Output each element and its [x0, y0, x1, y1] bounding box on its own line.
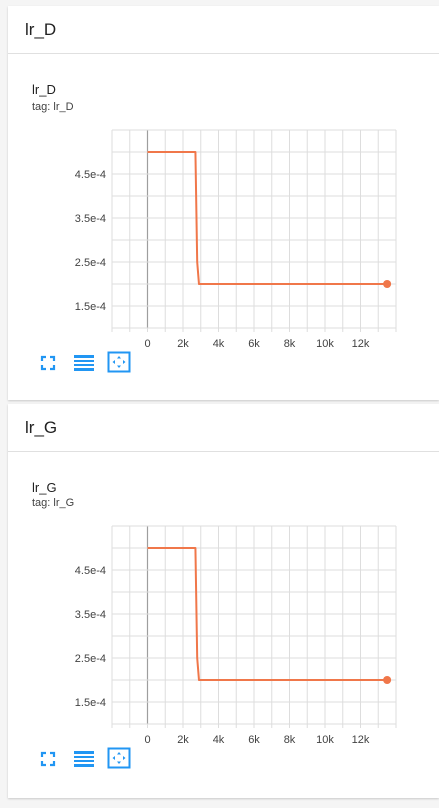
x-tick-label: 12k — [352, 734, 370, 746]
x-tick-label: 2k — [177, 338, 189, 350]
y-tick-label: 3.5e-4 — [75, 609, 106, 621]
toggle-y-axis-log-icon — [74, 355, 94, 371]
x-tick-label: 8k — [284, 338, 296, 350]
x-tick-label: 6k — [248, 734, 260, 746]
line-chart[interactable]: 4.5e-4 3.5e-4 2.5e-4 1.5e-4 0 2k 4k 6k 8k 10k 12k — [8, 518, 439, 748]
panel-header[interactable]: lr_D — [8, 6, 439, 54]
y-tick-label: 2.5e-4 — [75, 257, 106, 269]
toggle-y-axis-log-icon — [74, 751, 94, 767]
x-tick-label: 4k — [213, 338, 225, 350]
fit-domain-button[interactable] — [107, 747, 131, 769]
fullscreen-icon — [40, 751, 56, 767]
x-tick-label: 2k — [177, 734, 189, 746]
x-tick-label: 8k — [284, 734, 296, 746]
card-tag: tag: lr_D — [32, 101, 74, 113]
y-tick-label: 4.5e-4 — [75, 565, 106, 577]
y-tick-label: 1.5e-4 — [75, 697, 106, 709]
y-tick-label: 2.5e-4 — [75, 653, 106, 665]
card-title: lr_D — [32, 82, 56, 97]
fullscreen-button[interactable] — [36, 352, 60, 374]
series-line — [147, 547, 388, 681]
x-tick-label: 12k — [352, 338, 370, 350]
x-tick-label: 6k — [248, 338, 260, 350]
series-end-point — [383, 676, 392, 684]
y-tick-label: 3.5e-4 — [75, 213, 106, 225]
panel-lr-g: lr_G lr_G tag: lr_G 4.5e-4 3.5e-4 2.5e-4 1.… — [8, 404, 439, 798]
fit-domain-button[interactable] — [107, 351, 131, 373]
series-end-point — [383, 280, 392, 288]
x-tick-label: 10k — [316, 734, 334, 746]
toggle-y-axis-log-button[interactable] — [72, 352, 96, 374]
fullscreen-icon — [40, 355, 56, 371]
panel-header[interactable]: lr_G — [8, 404, 439, 452]
y-tick-label: 1.5e-4 — [75, 301, 106, 313]
toggle-y-axis-log-button[interactable] — [72, 748, 96, 770]
x-tick-label: 0 — [144, 338, 150, 350]
x-tick-label: 10k — [316, 338, 334, 350]
y-tick-label: 4.5e-4 — [75, 169, 106, 181]
x-tick-label: 0 — [144, 734, 150, 746]
line-chart[interactable]: 4.5e-4 3.5e-4 2.5e-4 1.5e-4 0 2k 4k 6k 8k 10k 12k — [8, 122, 439, 352]
panel-header-title: lr_D — [25, 19, 57, 39]
panel-header-title: lr_G — [25, 417, 58, 437]
card-tag: tag: lr_G — [32, 497, 75, 509]
fit-domain-icon — [107, 747, 131, 769]
panel-lr-d: lr_D lr_D tag: lr_D 4.5e-4 3.5e-4 2.5e-4 1.… — [8, 6, 439, 400]
x-tick-label: 4k — [213, 734, 225, 746]
fullscreen-button[interactable] — [36, 748, 60, 770]
card-title: lr_G — [32, 480, 57, 495]
fit-domain-icon — [107, 351, 131, 373]
series-line — [147, 151, 388, 285]
